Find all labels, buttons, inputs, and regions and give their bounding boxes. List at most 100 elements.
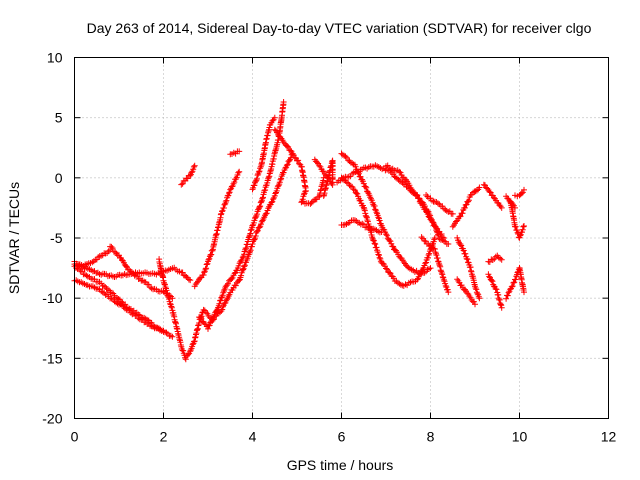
- data-point-marker: [476, 295, 483, 302]
- data-point-marker: [498, 204, 505, 211]
- data-point-marker: [259, 195, 266, 202]
- data-point-marker: [387, 270, 394, 277]
- data-point-marker: [160, 327, 167, 334]
- data-point-marker: [396, 168, 403, 175]
- data-point-marker: [370, 201, 377, 208]
- data-point-marker: [252, 233, 259, 239]
- data-point-marker: [476, 184, 483, 191]
- data-point-marker: [383, 265, 389, 272]
- data-point-marker: [108, 289, 115, 296]
- data-point-marker: [472, 301, 478, 308]
- data-point-marker: [178, 181, 185, 188]
- data-point-marker: [226, 190, 232, 197]
- data-point-marker: [284, 161, 291, 168]
- data-point-marker: [198, 315, 205, 322]
- data-point-marker: [285, 143, 292, 150]
- data-points: [71, 99, 527, 363]
- axis-ticks: 0 2 4 6 8 10 12 -20 -15 -10 -5 0 5 10: [42, 50, 616, 445]
- data-point-marker: [371, 240, 378, 247]
- data-point-marker: [256, 168, 263, 175]
- data-point-marker: [316, 162, 323, 169]
- data-point-marker: [187, 277, 194, 284]
- data-point-marker: [236, 168, 243, 175]
- data-point-marker: [390, 243, 397, 250]
- data-point-marker: [225, 280, 231, 287]
- data-point-marker: [179, 269, 186, 276]
- data-point-marker: [223, 197, 230, 204]
- data-point-marker: [386, 269, 393, 276]
- data-point-marker: [371, 203, 378, 209]
- data-point-marker: [300, 193, 307, 200]
- data-point-marker: [390, 275, 397, 282]
- data-point-marker: [509, 283, 516, 290]
- data-point-marker: [83, 272, 90, 279]
- data-point-marker: [432, 223, 439, 230]
- data-point-marker: [196, 320, 203, 326]
- data-point-marker: [248, 243, 255, 250]
- data-point-marker: [251, 236, 258, 243]
- data-point-marker: [197, 314, 204, 321]
- data-point-marker: [169, 295, 176, 302]
- data-point-marker: [191, 162, 198, 169]
- data-point-marker: [423, 259, 430, 266]
- data-point-marker: [224, 296, 230, 303]
- data-point-marker: [445, 241, 452, 247]
- data-point-marker: [442, 282, 449, 289]
- data-point-marker: [504, 292, 511, 299]
- data-point-marker: [464, 256, 471, 263]
- x-tick-label: 10: [512, 429, 528, 445]
- data-point-marker: [205, 325, 211, 332]
- data-point-marker: [416, 195, 423, 202]
- data-point-marker: [240, 266, 246, 273]
- data-point-marker: [517, 231, 524, 238]
- data-point-marker: [416, 271, 423, 278]
- data-point-marker: [427, 212, 434, 219]
- data-point-marker: [235, 262, 242, 269]
- data-point-marker: [301, 190, 308, 197]
- data-point-marker: [461, 204, 468, 211]
- y-tick-label: 0: [55, 170, 63, 186]
- x-tick-label: 2: [160, 429, 168, 445]
- data-point-marker: [505, 289, 512, 296]
- data-point-marker: [488, 277, 495, 284]
- data-point-marker: [474, 290, 481, 297]
- data-point-marker: [508, 283, 515, 290]
- data-point-marker: [275, 182, 282, 189]
- data-point-marker: [185, 351, 191, 358]
- data-point-marker: [239, 254, 246, 261]
- data-point-marker: [203, 309, 210, 316]
- data-point-marker: [362, 183, 369, 190]
- data-point-marker: [518, 190, 525, 197]
- data-point-marker: [189, 341, 196, 348]
- data-point-marker: [460, 247, 467, 254]
- data-point-marker: [100, 282, 107, 289]
- data-point-marker: [187, 348, 194, 355]
- data-point-marker: [270, 196, 277, 203]
- data-point-marker: [265, 205, 272, 212]
- data-point-marker: [440, 237, 447, 244]
- data-point-marker: [370, 237, 377, 244]
- data-point-marker: [440, 276, 447, 283]
- data-point-marker: [236, 277, 243, 284]
- x-tick-label: 12: [601, 429, 617, 445]
- data-point-marker: [320, 192, 327, 199]
- y-tick-label: -20: [42, 411, 62, 427]
- data-point-marker: [359, 220, 366, 227]
- data-point-marker: [512, 204, 518, 211]
- data-point-marker: [205, 256, 212, 263]
- data-point-marker: [289, 150, 296, 157]
- data-point-marker: [521, 186, 527, 193]
- data-point-marker: [132, 271, 139, 278]
- data-point-marker: [357, 197, 364, 204]
- data-point-marker: [493, 286, 500, 293]
- data-point-marker: [145, 281, 152, 288]
- data-point-marker: [210, 314, 217, 321]
- data-point-marker: [229, 274, 236, 281]
- data-point-marker: [376, 217, 383, 224]
- data-point-marker: [343, 179, 350, 186]
- data-point-marker: [425, 254, 431, 261]
- data-point-marker: [272, 190, 279, 197]
- data-point-marker: [122, 263, 129, 269]
- data-point-marker: [200, 272, 207, 278]
